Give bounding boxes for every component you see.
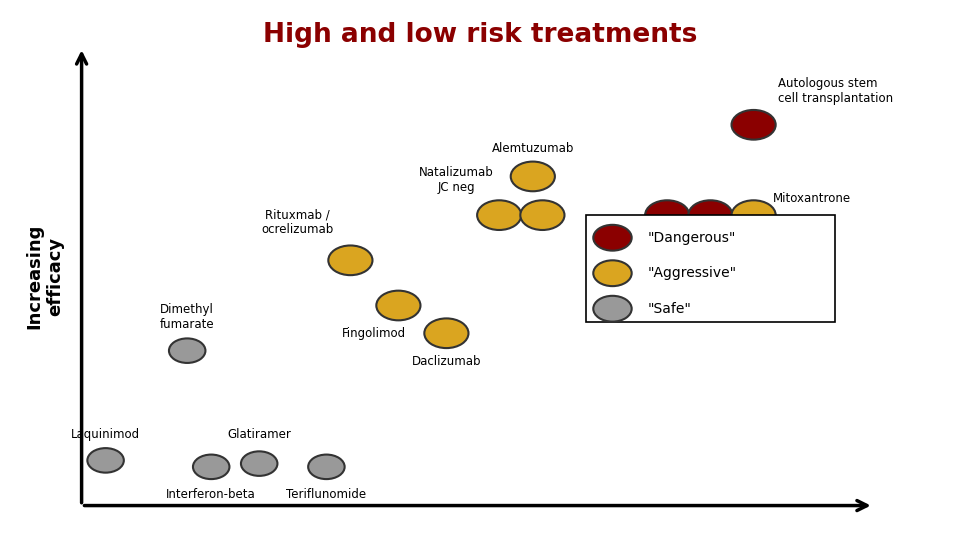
Circle shape: [688, 200, 732, 230]
Circle shape: [87, 448, 124, 472]
Text: Interferon-beta: Interferon-beta: [166, 488, 256, 501]
Text: Fingolimod: Fingolimod: [343, 327, 406, 340]
Text: Teriflunomide: Teriflunomide: [286, 488, 367, 501]
Text: Alemtuzumab: Alemtuzumab: [492, 142, 574, 155]
Text: "Safe": "Safe": [648, 302, 692, 316]
Circle shape: [593, 225, 632, 251]
Circle shape: [732, 200, 776, 230]
Text: Rituxmab /
ocrelizumab: Rituxmab / ocrelizumab: [261, 208, 334, 237]
Circle shape: [593, 260, 632, 286]
Text: Dimethyl
fumarate: Dimethyl fumarate: [160, 303, 214, 332]
Circle shape: [732, 110, 776, 140]
Text: Laquinimod: Laquinimod: [71, 428, 140, 441]
Circle shape: [424, 319, 468, 348]
Text: "Aggressive": "Aggressive": [648, 266, 737, 280]
Text: Mitoxantrone: Mitoxantrone: [773, 192, 851, 205]
Circle shape: [241, 451, 277, 476]
Circle shape: [376, 291, 420, 320]
Text: Increasing
efficacy: Increasing efficacy: [26, 224, 64, 329]
Text: Autologous stem
cell transplantation: Autologous stem cell transplantation: [778, 77, 893, 105]
Text: "Dangerous": "Dangerous": [648, 231, 736, 245]
Circle shape: [328, 246, 372, 275]
Text: Daclizumab: Daclizumab: [412, 355, 481, 368]
Circle shape: [520, 200, 564, 230]
Circle shape: [593, 296, 632, 322]
Circle shape: [477, 200, 521, 230]
Circle shape: [308, 455, 345, 479]
FancyBboxPatch shape: [586, 215, 835, 322]
Text: Glatiramer: Glatiramer: [228, 428, 291, 441]
Circle shape: [193, 455, 229, 479]
Text: High and low risk treatments: High and low risk treatments: [263, 22, 697, 48]
Circle shape: [169, 339, 205, 363]
Text: Natalizumab
JC+: Natalizumab JC+: [611, 246, 685, 273]
Text: Natalizumab
JC neg: Natalizumab JC neg: [419, 166, 493, 194]
Circle shape: [511, 161, 555, 191]
Circle shape: [645, 200, 689, 230]
